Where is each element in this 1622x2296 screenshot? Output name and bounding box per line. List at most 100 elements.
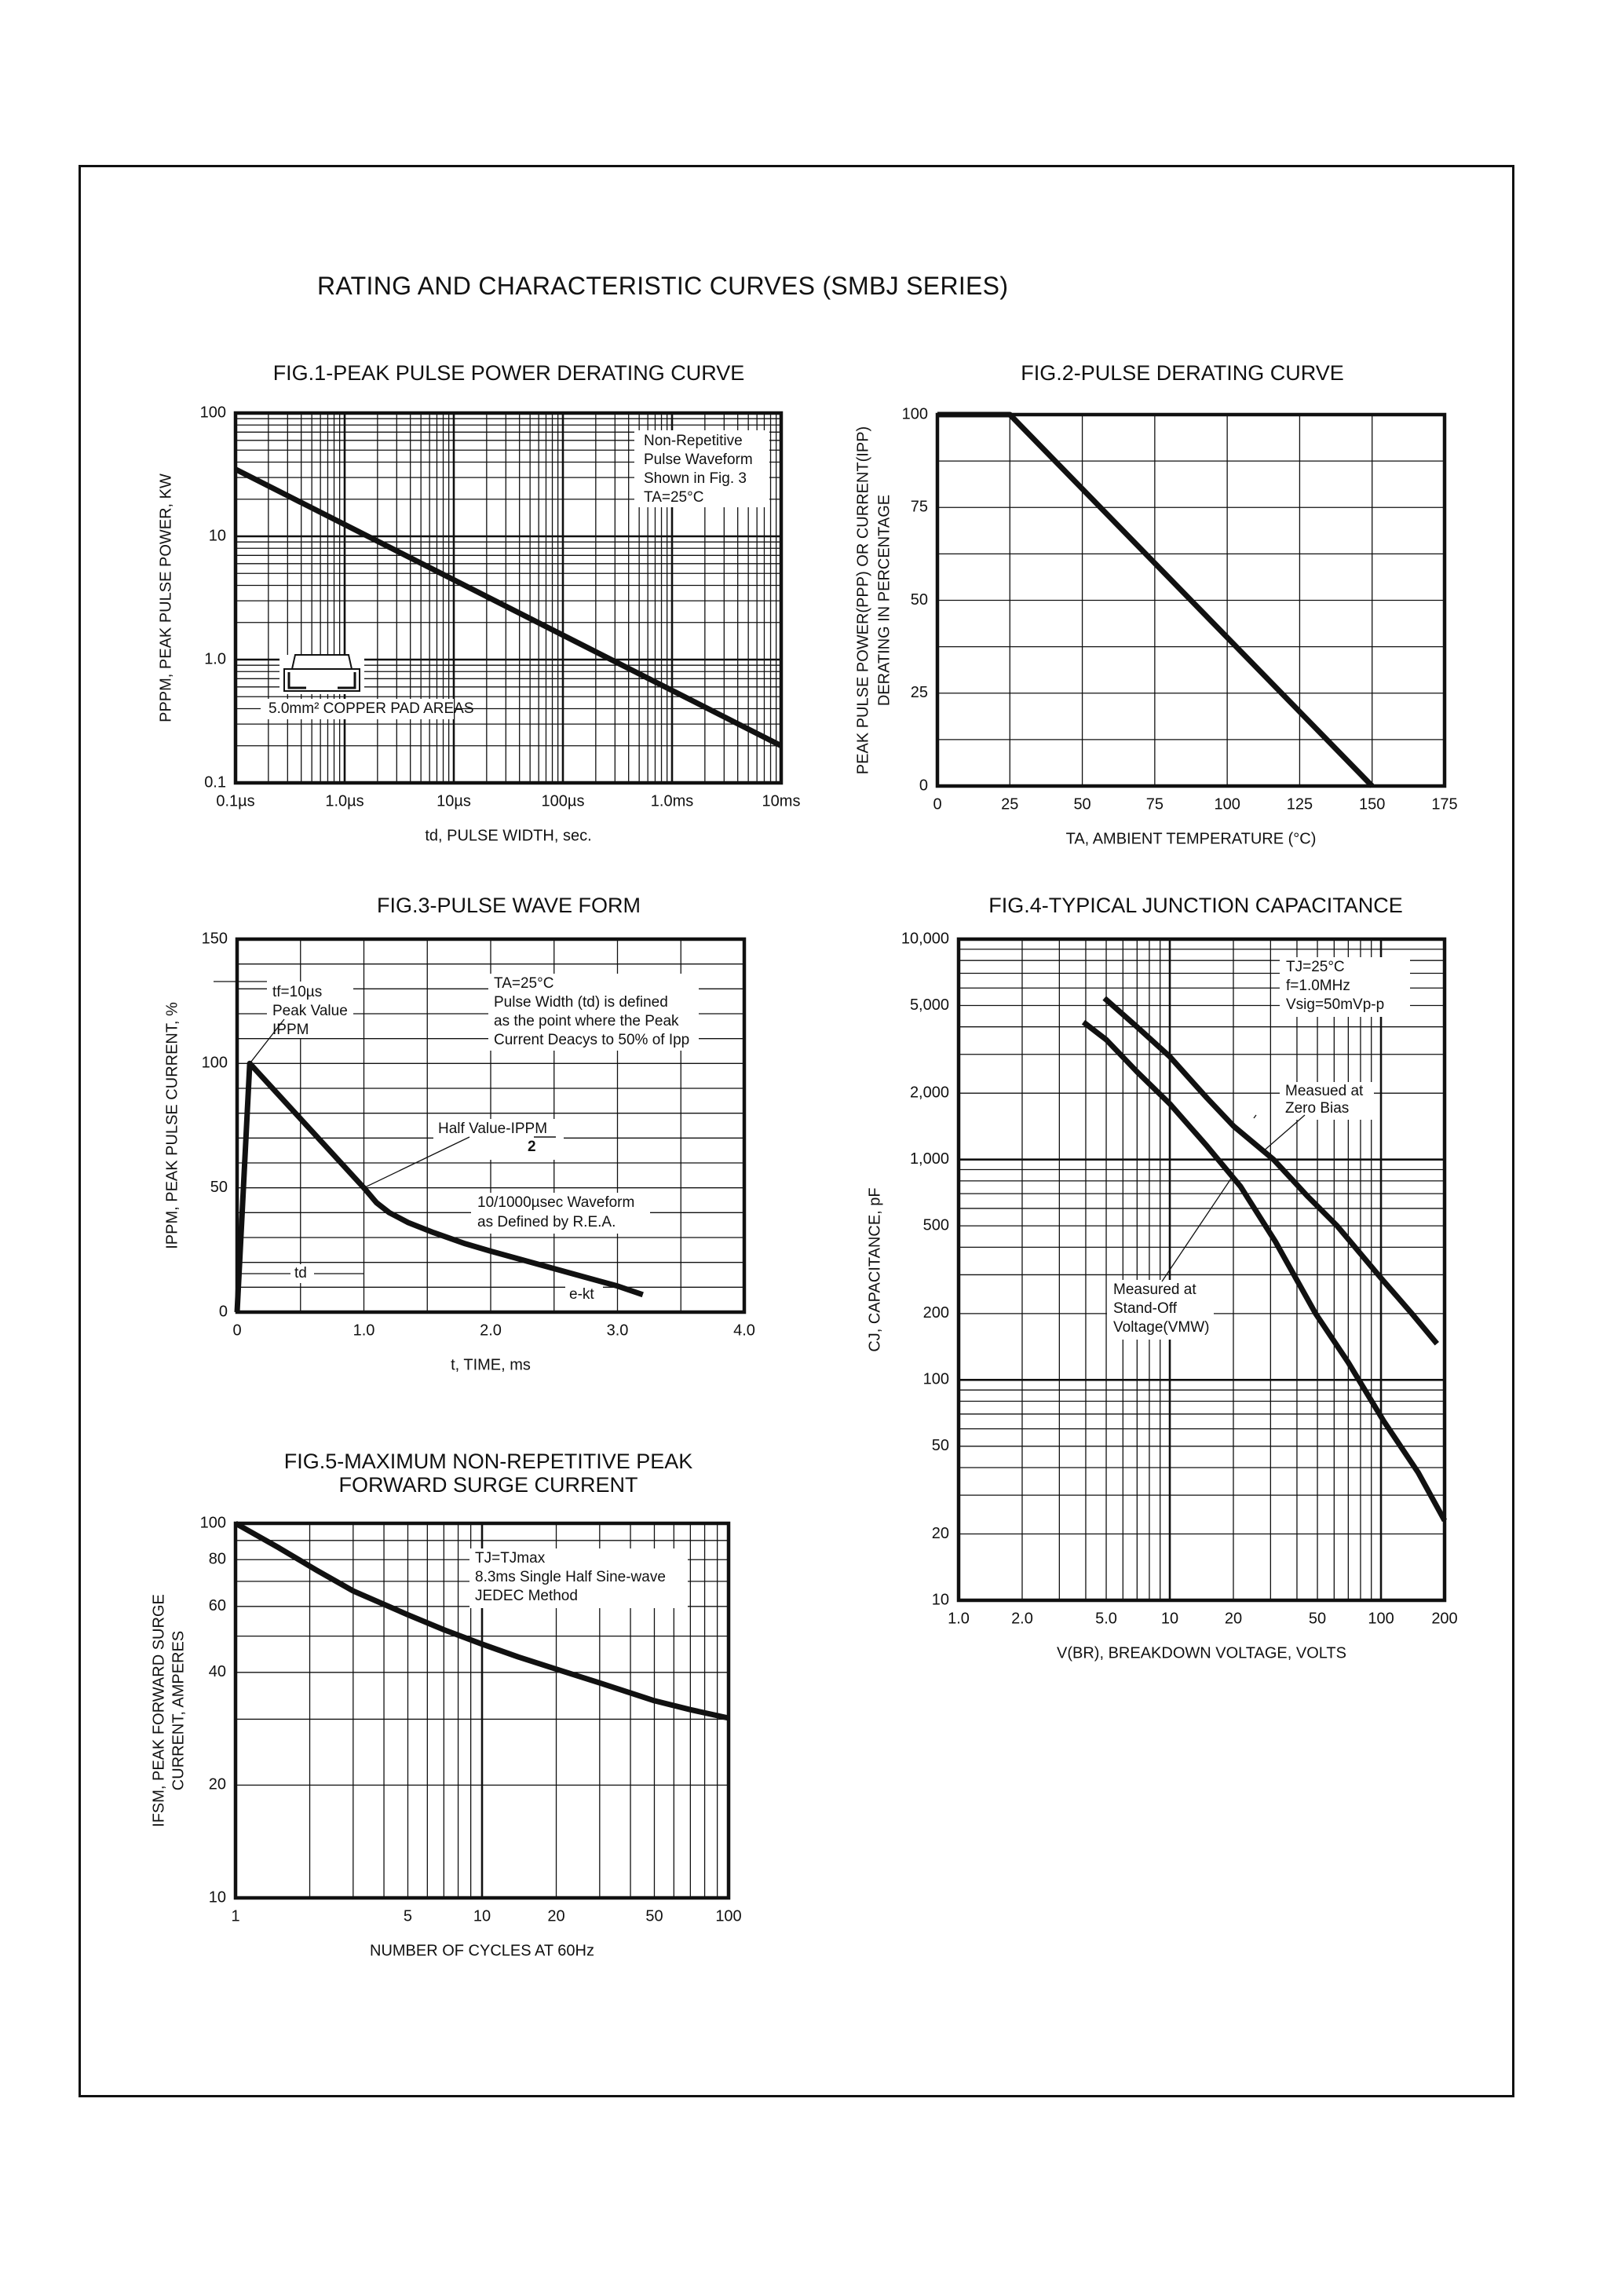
x-axis-label: t, TIME, ms bbox=[451, 1356, 531, 1373]
annotation-text: Shown in Fig. 3 bbox=[644, 470, 747, 487]
y-tick-label: 0.1 bbox=[204, 773, 226, 791]
x-tick-label: 1 bbox=[231, 1907, 239, 1925]
x-tick-label: 100µs bbox=[542, 792, 585, 810]
y-tick-label: 100 bbox=[923, 1371, 949, 1388]
peak-leader-line bbox=[249, 1018, 285, 1064]
annotation-ekt: e-kt bbox=[565, 1285, 603, 1304]
plot-frame bbox=[235, 937, 747, 1314]
x-tick-label: 50 bbox=[1309, 1610, 1326, 1627]
annotation-text: 2 bbox=[528, 1139, 536, 1155]
annotation-text: TJ=TJmax bbox=[475, 1550, 546, 1567]
y-tick-label: 1,000 bbox=[910, 1150, 949, 1168]
x-tick-label: 10 bbox=[1161, 1610, 1178, 1627]
plot-frame bbox=[935, 412, 1447, 788]
annotation-conditions: TA=25°C Pulse Width (td) is defined as the… bbox=[488, 974, 699, 1051]
y-tick-label: 100 bbox=[902, 405, 928, 422]
fig3-chart: FIG.3-PULSE WAVE FORM tf=10µs Peak Value IP… bbox=[163, 894, 755, 1373]
y-tick-label: 0 bbox=[219, 1303, 228, 1320]
y-tick-label: 0 bbox=[919, 777, 928, 794]
smd-package-icon bbox=[279, 654, 364, 694]
annotation-background bbox=[261, 699, 454, 719]
annotation-text: Pulse Waveform bbox=[644, 452, 753, 468]
y-axis-label: IFSM, PEAK FORWARD SURGE bbox=[150, 1594, 167, 1827]
y-tick-label: 2,000 bbox=[910, 1084, 949, 1101]
annotation-td: td bbox=[290, 1264, 314, 1283]
annotation-text: Peak Value bbox=[272, 1003, 348, 1019]
x-tick-label: 10ms bbox=[762, 792, 801, 810]
annotation-text: td bbox=[294, 1265, 307, 1281]
y-tick-label: 10,000 bbox=[901, 930, 949, 947]
y-tick-label: 10 bbox=[209, 1888, 226, 1906]
x-tick-label: 0.1µs bbox=[216, 792, 254, 810]
y-tick-label: 100 bbox=[202, 1055, 228, 1072]
x-tick-label: 10 bbox=[473, 1907, 491, 1925]
chart-title: FIG.3-PULSE WAVE FORM bbox=[377, 894, 641, 917]
annotation-text: Non-Repetitive bbox=[644, 433, 743, 449]
plot-frame bbox=[233, 1521, 731, 1900]
x-tick-label: 200 bbox=[1431, 1610, 1457, 1627]
annotation-waveform: 10/1000µsec Waveform as Defined by R.E.A. bbox=[471, 1193, 650, 1234]
fig5-chart: FIG.5-MAXIMUM NON-REPETITIVE PEAKFORWARD… bbox=[150, 1450, 741, 1959]
page-border bbox=[79, 165, 1514, 2097]
annotation-conditions: Non-Repetitive Pulse Waveform Shown in Fig… bbox=[634, 430, 769, 507]
fig2-chart: FIG.2-PULSE DERATING CURVE 0 25 50 75 100 125 1… bbox=[854, 361, 1457, 847]
plot-frame bbox=[956, 937, 1447, 1603]
x-tick-label: 1.0µs bbox=[325, 792, 363, 810]
annotation-text: Zero Bias bbox=[1285, 1100, 1349, 1117]
annotation-text: TJ=25°C bbox=[1286, 959, 1345, 975]
annotation-text: JEDEC Method bbox=[475, 1588, 578, 1604]
annotation-text: as the point where the Peak bbox=[494, 1013, 679, 1029]
x-tick-label: 1.0 bbox=[353, 1322, 375, 1339]
x-axis-label: TA, AMBIENT TEMPERATURE (°C) bbox=[1066, 830, 1317, 847]
annotation-background bbox=[471, 1193, 650, 1234]
y-tick-label: 100 bbox=[200, 404, 226, 421]
y-axis-label: PPPM, PEAK PULSE POWER, KW bbox=[157, 473, 174, 722]
x-tick-label: 0 bbox=[232, 1322, 241, 1339]
annotation-text: TA=25°C bbox=[644, 489, 703, 506]
y-tick-label: 100 bbox=[200, 1514, 226, 1531]
annotation-text: 5.0mm² COPPER PAD AREAS bbox=[269, 700, 474, 717]
annotation-background bbox=[565, 1285, 603, 1304]
x-tick-label: 2.0 bbox=[480, 1322, 502, 1339]
y-tick-label: 5,000 bbox=[910, 996, 949, 1014]
y-tick-label: 50 bbox=[932, 1437, 949, 1454]
annotation-background bbox=[469, 1548, 688, 1608]
y-tick-label: 200 bbox=[923, 1304, 949, 1322]
annotation-background bbox=[1280, 1082, 1374, 1120]
y-tick-label: 500 bbox=[923, 1216, 949, 1234]
annotation-conditions: TJ=25°C f=1.0MHz Vsig=50mVp-p bbox=[1280, 957, 1410, 1017]
annotation-text: e-kt bbox=[569, 1286, 594, 1303]
y-axis-label: PEAK PULSE POWER(PPP) OR CURRENT(IPP) bbox=[854, 426, 871, 774]
series-line-1 bbox=[234, 1520, 729, 1721]
zero-bias-leader-line bbox=[1263, 1114, 1306, 1151]
x-axis-label: NUMBER OF CYCLES AT 60Hz bbox=[370, 1942, 594, 1959]
y-tick-label: 80 bbox=[209, 1551, 226, 1568]
y-tick-label: 25 bbox=[911, 684, 928, 701]
y-tick-label: 150 bbox=[202, 930, 228, 947]
x-tick-label: 100 bbox=[1214, 795, 1240, 813]
y-tick-label: 50 bbox=[210, 1179, 228, 1196]
x-tick-label: 100 bbox=[715, 1907, 741, 1925]
annotation-background bbox=[267, 982, 353, 1038]
plot-frame bbox=[233, 411, 784, 785]
x-axis-label: V(BR), BREAKDOWN VOLTAGE, VOLTS bbox=[1057, 1644, 1346, 1662]
x-axis-label: td, PULSE WIDTH, sec. bbox=[425, 827, 591, 844]
page-title: RATING AND CHARACTERISTIC CURVES (SMBJ S… bbox=[317, 272, 1009, 300]
x-tick-label: 10µs bbox=[437, 792, 471, 810]
x-tick-label: 150 bbox=[1359, 795, 1385, 813]
annotation-text: 10/1000µsec Waveform bbox=[477, 1194, 634, 1211]
annotation-text: Measured at bbox=[1113, 1281, 1196, 1298]
y-tick-label: 40 bbox=[209, 1663, 226, 1680]
fig4-chart: FIG.4-TYPICAL JUNCTION CAPACITANCE TJ=25°… bbox=[866, 894, 1457, 1662]
annotation-conditions: TJ=TJmax 8.3ms Single Half Sine-wave JEDEC… bbox=[469, 1548, 688, 1608]
y-tick-label: 50 bbox=[911, 591, 928, 609]
annotation-pad: 5.0mm² COPPER PAD AREAS bbox=[261, 699, 474, 719]
x-tick-label: 75 bbox=[1146, 795, 1164, 813]
annotation-text: IPPM bbox=[272, 1022, 309, 1038]
y-tick-label: 75 bbox=[911, 499, 928, 516]
y-tick-label: 20 bbox=[209, 1776, 226, 1793]
annotation-text: Measued at bbox=[1285, 1083, 1364, 1099]
x-tick-label: 20 bbox=[1225, 1610, 1242, 1627]
